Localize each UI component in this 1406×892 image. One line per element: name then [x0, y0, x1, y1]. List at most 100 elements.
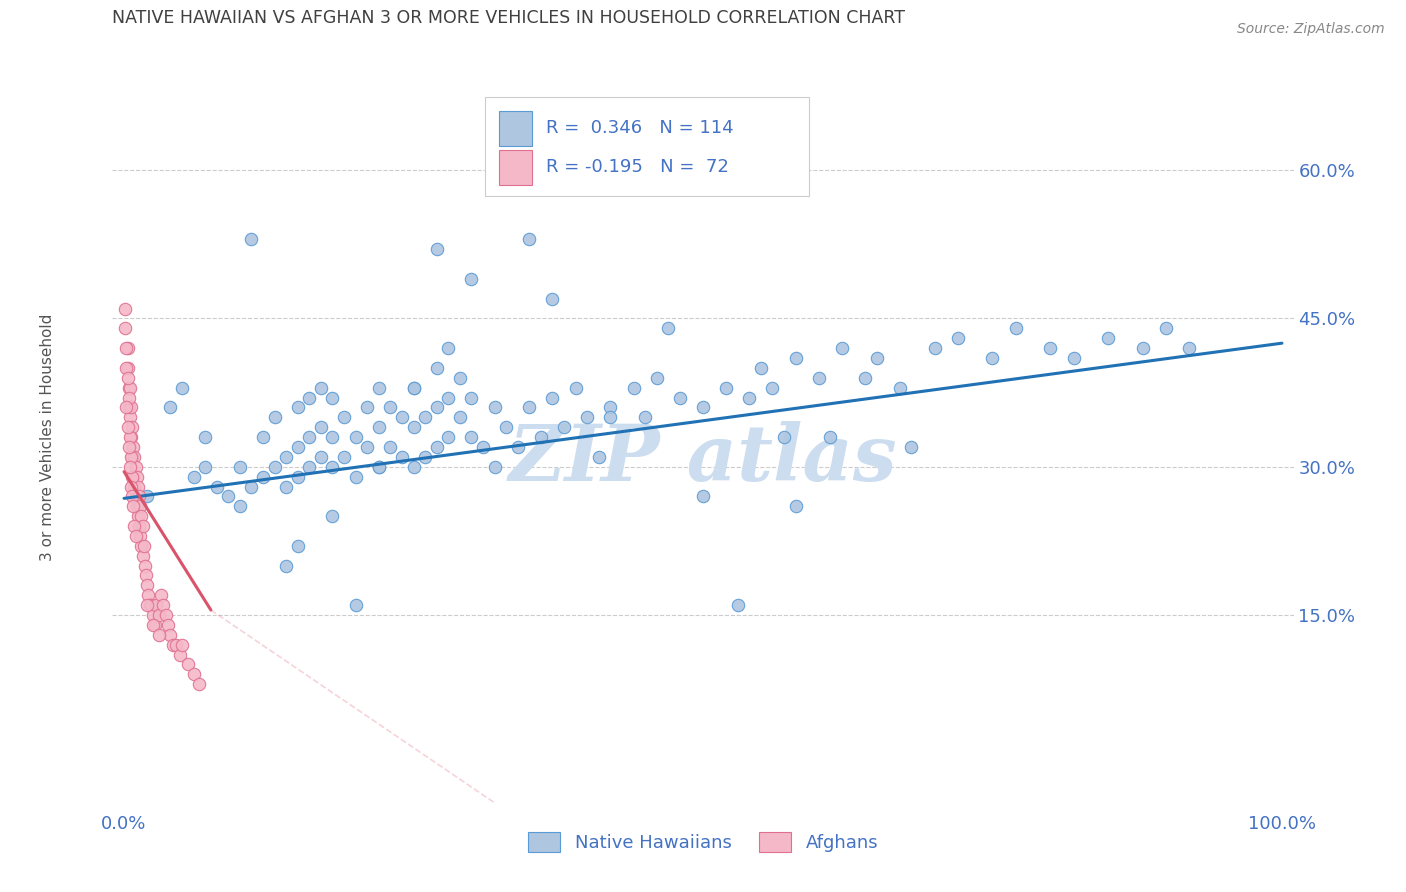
Point — [426, 440, 449, 454]
Point — [115, 341, 138, 355]
Point — [118, 391, 141, 405]
Point — [131, 539, 153, 553]
Point — [588, 450, 610, 464]
Point — [900, 440, 922, 454]
Point — [402, 381, 425, 395]
Point — [131, 509, 153, 524]
Point — [541, 292, 564, 306]
Point — [981, 351, 1004, 365]
Point — [229, 459, 252, 474]
Point — [785, 351, 807, 365]
Point — [437, 430, 460, 444]
Point — [194, 430, 217, 444]
Point — [1063, 351, 1085, 365]
Text: R = -0.195   N =  72: R = -0.195 N = 72 — [546, 158, 728, 177]
Point — [321, 459, 343, 474]
Point — [367, 420, 389, 434]
Point — [367, 381, 389, 395]
Point — [517, 401, 540, 415]
Point — [309, 381, 332, 395]
Point — [506, 440, 529, 454]
Point — [738, 391, 761, 405]
Point — [170, 638, 193, 652]
Point — [344, 430, 367, 444]
Point — [122, 500, 145, 514]
Point — [391, 450, 413, 464]
Point — [946, 331, 969, 345]
Point — [139, 598, 162, 612]
Point — [853, 371, 876, 385]
Point — [924, 341, 946, 355]
Point — [136, 489, 159, 503]
Point — [148, 607, 170, 622]
Point — [484, 401, 506, 415]
Point — [657, 321, 679, 335]
Point — [124, 450, 146, 464]
Point — [129, 500, 152, 514]
Text: Source: ZipAtlas.com: Source: ZipAtlas.com — [1237, 22, 1385, 37]
Point — [134, 558, 156, 573]
Point — [749, 360, 772, 375]
Point — [120, 430, 142, 444]
Point — [276, 450, 298, 464]
Point — [564, 381, 586, 395]
Point — [356, 401, 378, 415]
Point — [117, 371, 139, 385]
Point — [298, 391, 321, 405]
Point — [159, 628, 181, 642]
FancyBboxPatch shape — [499, 111, 531, 146]
Point — [426, 360, 449, 375]
Point — [124, 479, 146, 493]
Point — [460, 430, 482, 444]
Point — [118, 440, 141, 454]
Point — [240, 479, 263, 493]
Text: R =  0.346   N = 114: R = 0.346 N = 114 — [546, 120, 734, 137]
Point — [367, 459, 389, 474]
Point — [1132, 341, 1154, 355]
Point — [402, 459, 425, 474]
Text: 3 or more Vehicles in Household: 3 or more Vehicles in Household — [39, 313, 55, 561]
Point — [309, 420, 332, 434]
Point — [183, 667, 205, 681]
Point — [413, 450, 436, 464]
Legend: Native Hawaiians, Afghans: Native Hawaiians, Afghans — [520, 824, 886, 860]
Point — [1178, 341, 1201, 355]
Point — [121, 450, 143, 464]
Point — [263, 459, 285, 474]
Point — [785, 500, 807, 514]
Point — [344, 598, 367, 612]
Point — [127, 509, 149, 524]
Point — [380, 440, 402, 454]
Text: ZIP atlas: ZIP atlas — [509, 421, 897, 497]
Point — [553, 420, 575, 434]
Point — [121, 489, 143, 503]
Point — [402, 381, 425, 395]
Point — [143, 618, 166, 632]
Point — [820, 430, 842, 444]
Point — [115, 360, 138, 375]
Point — [426, 242, 449, 256]
Point — [120, 450, 142, 464]
Point — [124, 459, 146, 474]
Point — [118, 410, 141, 425]
Point — [309, 450, 332, 464]
Point — [118, 430, 141, 444]
Point — [437, 391, 460, 405]
Point — [437, 341, 460, 355]
Point — [124, 519, 146, 533]
Point — [298, 430, 321, 444]
Point — [150, 588, 173, 602]
Point — [142, 618, 165, 632]
Point — [1097, 331, 1119, 345]
FancyBboxPatch shape — [485, 97, 810, 195]
Point — [142, 607, 165, 622]
Point — [599, 410, 621, 425]
Point — [1039, 341, 1062, 355]
Point — [541, 391, 564, 405]
Point — [321, 430, 343, 444]
Point — [252, 430, 274, 444]
Point — [866, 351, 889, 365]
Point — [472, 440, 495, 454]
Point — [460, 391, 482, 405]
Point — [240, 232, 263, 246]
